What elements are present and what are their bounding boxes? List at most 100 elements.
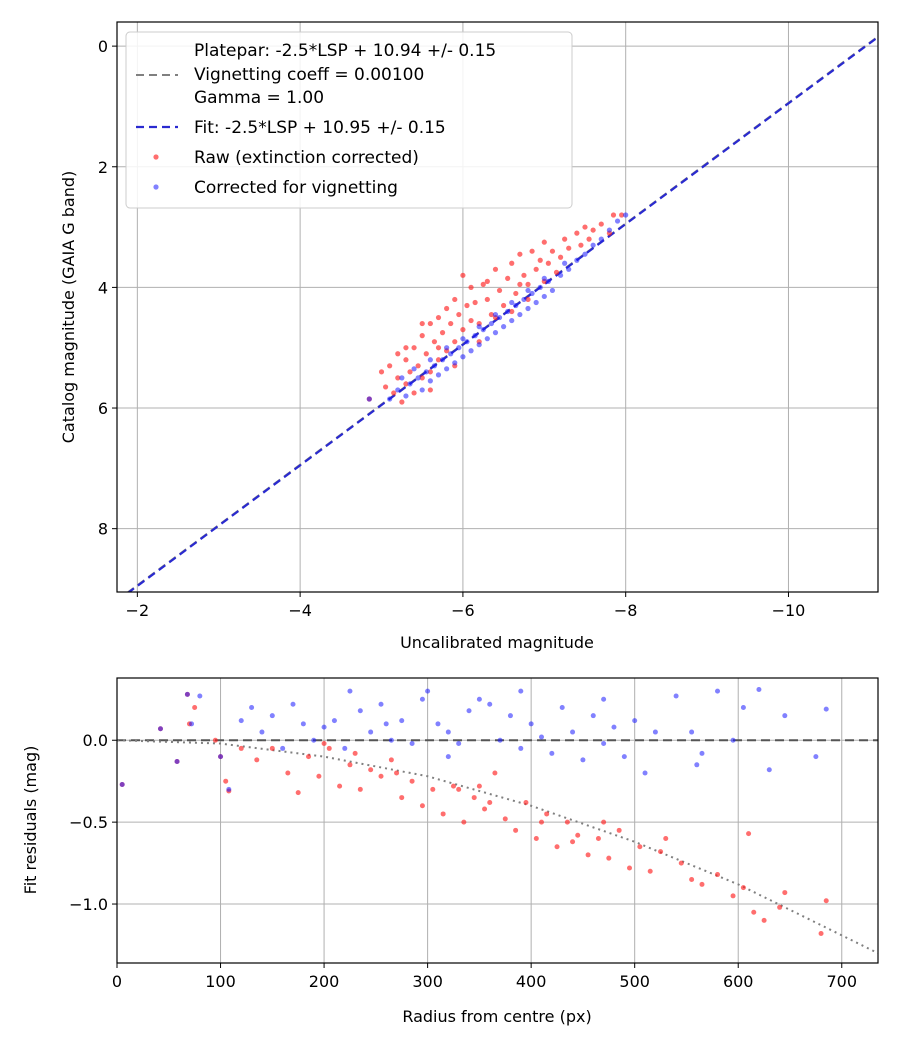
- raw-data-point: [337, 783, 343, 789]
- corrected-data-point: [518, 688, 524, 694]
- raw-data-point: [501, 302, 507, 309]
- x-tick-label: −10: [772, 601, 806, 620]
- corrected-data-point: [574, 257, 580, 263]
- raw-data-point: [403, 345, 409, 351]
- raw-data-point: [378, 773, 384, 779]
- raw-data-point: [699, 881, 705, 887]
- top-x-axis-label: Uncalibrated magnitude: [400, 633, 594, 652]
- raw-data-point: [347, 762, 353, 768]
- corrected-data-point: [559, 704, 565, 710]
- corrected-data-point: [259, 729, 265, 735]
- raw-data-point: [476, 783, 482, 789]
- raw-data-point: [545, 260, 551, 266]
- legend-vignetting-label: Vignetting coeff = 0.00100: [194, 65, 424, 85]
- raw-data-point: [435, 345, 442, 351]
- raw-data-point: [415, 363, 421, 369]
- raw-data-point: [456, 311, 462, 318]
- corrected-data-point: [366, 396, 372, 402]
- raw-data-point: [212, 737, 218, 743]
- corrected-data-point: [238, 718, 244, 724]
- raw-data-point: [460, 327, 466, 333]
- corrected-data-point: [472, 333, 478, 339]
- raw-data-point: [403, 381, 409, 387]
- raw-data-point: [619, 212, 625, 218]
- raw-data-point: [663, 836, 669, 842]
- raw-data-point: [566, 245, 572, 251]
- raw-data-point: [238, 745, 244, 751]
- raw-data-point: [689, 876, 695, 882]
- raw-data-point: [487, 799, 493, 805]
- raw-data-point: [564, 819, 570, 825]
- raw-data-point: [435, 314, 442, 321]
- raw-data-point: [407, 369, 413, 375]
- raw-data-point: [269, 745, 275, 751]
- corrected-data-point: [730, 737, 736, 743]
- corrected-data-point: [496, 314, 503, 321]
- raw-data-point: [285, 770, 291, 776]
- top-scatter-points: [366, 212, 629, 405]
- raw-data-point: [525, 296, 531, 303]
- corrected-data-point: [460, 336, 466, 342]
- corrected-data-point: [409, 741, 415, 747]
- raw-data-point: [326, 745, 332, 751]
- corrected-data-point: [541, 293, 547, 300]
- corrected-data-point: [740, 704, 746, 710]
- corrected-data-point: [403, 393, 409, 399]
- raw-data-point: [419, 333, 425, 339]
- corrected-data-point: [452, 360, 458, 366]
- corrected-data-point: [464, 339, 470, 345]
- corrected-data-point: [331, 718, 337, 724]
- vignetting-model-curve: [117, 739, 878, 955]
- corrected-data-point: [562, 260, 568, 266]
- raw-data-point: [472, 299, 478, 306]
- raw-data-point: [627, 865, 633, 871]
- corrected-data-point: [407, 381, 413, 387]
- raw-data-point: [586, 236, 592, 242]
- raw-data-point: [440, 811, 446, 817]
- corrected-data-point: [699, 750, 705, 756]
- corrected-data-point: [518, 745, 524, 751]
- raw-data-point: [492, 770, 498, 776]
- corrected-data-point: [533, 299, 539, 306]
- corrected-data-point: [399, 718, 405, 724]
- raw-data-point: [539, 819, 545, 825]
- top-y-axis-label: Catalog magnitude (GAIA G band): [59, 171, 78, 443]
- raw-data-point: [452, 296, 458, 303]
- y-tick-label: −0.5: [69, 813, 108, 832]
- corrected-data-point: [611, 724, 617, 730]
- corrected-data-point: [226, 786, 232, 792]
- corrected-data-point: [368, 729, 374, 735]
- corrected-data-point: [445, 729, 451, 735]
- top-legend: Platepar: -2.5*LSP + 10.94 +/- 0.15 Vign…: [125, 31, 573, 209]
- x-tick-label: 200: [309, 972, 340, 991]
- corrected-data-point: [582, 251, 588, 257]
- raw-data-point: [533, 836, 539, 842]
- raw-data-point: [378, 369, 385, 375]
- raw-data-point: [427, 320, 433, 327]
- raw-data-point: [496, 287, 503, 294]
- corrected-data-point: [497, 737, 503, 743]
- raw-data-point: [549, 248, 556, 254]
- corrected-data-point: [513, 302, 519, 309]
- corrected-data-point: [439, 357, 446, 363]
- bottom-y-axis-label: Fit residuals (mag): [21, 746, 40, 895]
- corrected-data-point: [782, 713, 788, 719]
- bottom-chart-panel: 0 100 200 300 400 500 600 700 0.0 −0.5 −1.0 Radius…: [21, 677, 879, 1026]
- raw-data-point: [715, 872, 721, 878]
- corrected-data-point: [427, 378, 433, 384]
- corrected-data-point: [766, 767, 772, 773]
- corrected-data-point: [427, 357, 433, 363]
- raw-data-point: [439, 330, 446, 336]
- raw-data-point: [468, 317, 474, 324]
- corrected-data-point: [614, 218, 621, 224]
- corrected-data-point: [566, 266, 572, 272]
- corrected-data-point: [823, 706, 829, 712]
- corrected-data-point: [501, 324, 507, 330]
- corrected-data-point: [342, 745, 348, 751]
- bottom-scatter-points: [119, 686, 829, 937]
- corrected-data-point: [480, 327, 486, 333]
- corrected-data-point: [549, 750, 555, 756]
- raw-data-point: [471, 795, 477, 801]
- x-tick-label: −4: [288, 601, 312, 620]
